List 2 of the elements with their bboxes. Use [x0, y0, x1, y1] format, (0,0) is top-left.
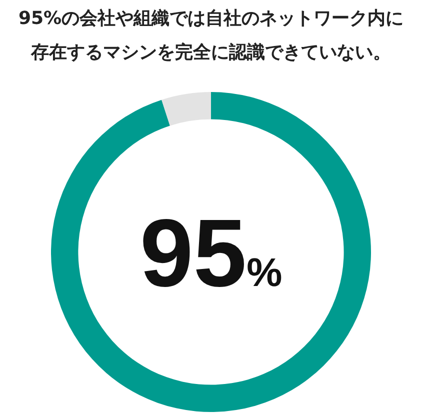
chart-title: 95%の会社や組織では自社のネットワーク内に存在するマシンを完全に認識できていない。 [17, 7, 405, 65]
text: 95% [140, 200, 282, 307]
